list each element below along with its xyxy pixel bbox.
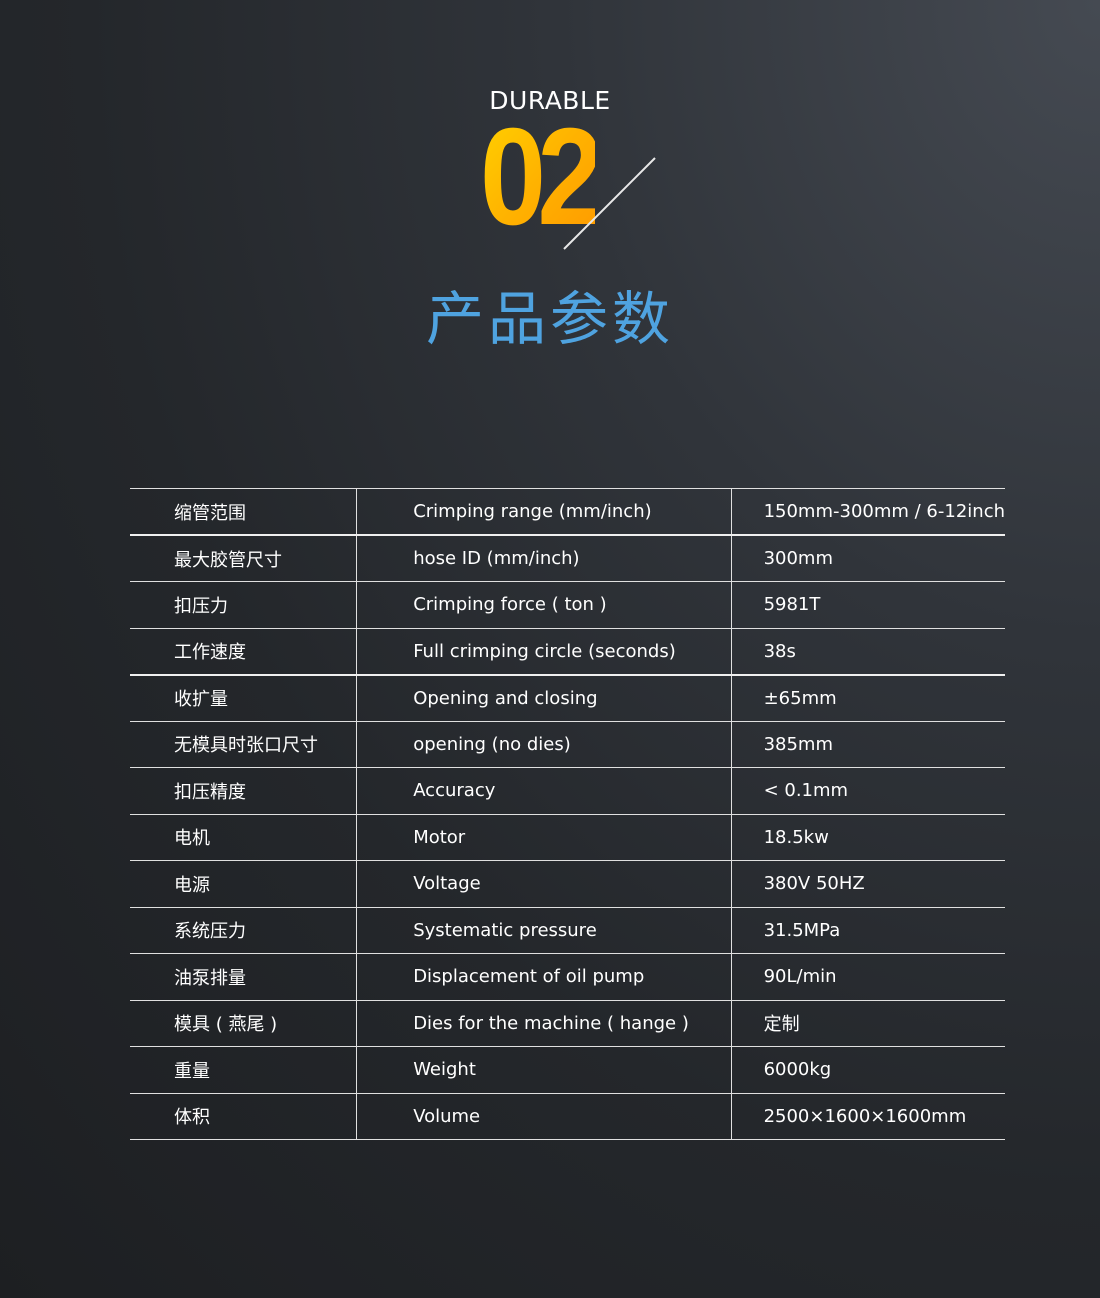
spec-name-cn: 无模具时张口尺寸	[130, 720, 357, 768]
spec-name-cn: 最大胶管尺寸	[130, 534, 357, 582]
spec-name-en: Crimping force ( ton )	[356, 581, 732, 629]
spec-value: 90L/min	[731, 953, 1005, 1001]
table-row: 扣压力 Crimping force ( ton ) 5981T	[130, 581, 1005, 629]
table-row: 油泵排量 Displacement of oil pump 90L/min	[130, 953, 1005, 1001]
table-row: 扣压精度 Accuracy < 0.1mm	[130, 767, 1005, 815]
table-row: 电源 Voltage 380V 50HZ	[130, 860, 1005, 908]
spec-value: 5981T	[731, 581, 1005, 629]
spec-table: 缩管范围 Crimping range (mm/inch) 150mm-300mm …	[130, 488, 1005, 1140]
table-row: 体积 Volume 2500×1600×1600mm	[130, 1092, 1005, 1140]
spec-value: 385mm	[731, 720, 1005, 768]
spec-name-en: Crimping range (mm/inch)	[356, 488, 732, 536]
spec-name-en: Displacement of oil pump	[356, 953, 732, 1001]
spec-value: 300mm	[731, 534, 1005, 582]
spec-value: 150mm-300mm / 6-12inch	[731, 488, 1005, 536]
spec-name-en: opening (no dies)	[356, 720, 732, 768]
spec-value: 31.5MPa	[731, 906, 1005, 954]
table-row: 最大胶管尺寸 hose ID (mm/inch) 300mm	[130, 534, 1005, 582]
spec-name-cn: 电机	[130, 813, 357, 861]
spec-name-en: Volume	[356, 1092, 732, 1140]
spec-value: 2500×1600×1600mm	[731, 1092, 1005, 1140]
spec-name-en: Weight	[356, 1046, 732, 1094]
spec-value: 6000kg	[731, 1046, 1005, 1094]
spec-name-cn: 油泵排量	[130, 953, 357, 1001]
table-row: 系统压力 Systematic pressure 31.5MPa	[130, 906, 1005, 954]
table-row: 收扩量 Opening and closing ±65mm	[130, 674, 1005, 722]
spec-name-cn: 重量	[130, 1046, 357, 1094]
table-row: 工作速度 Full crimping circle (seconds) 38s	[130, 627, 1005, 676]
table-row: 缩管范围 Crimping range (mm/inch) 150mm-300mm …	[130, 488, 1005, 536]
spec-name-cn: 工作速度	[130, 627, 357, 676]
spec-value: ±65mm	[731, 674, 1005, 722]
spec-name-cn: 电源	[130, 860, 357, 908]
slash-decoration	[563, 157, 656, 250]
spec-name-cn: 扣压精度	[130, 767, 357, 815]
table-row: 重量 Weight 6000kg	[130, 1046, 1005, 1094]
table-row: 电机 Motor 18.5kw	[130, 813, 1005, 861]
spec-name-en: Dies for the machine ( hange )	[356, 999, 732, 1047]
spec-name-cn: 收扩量	[130, 674, 357, 722]
spec-value: 380V 50HZ	[731, 860, 1005, 908]
spec-name-cn: 系统压力	[130, 906, 357, 954]
spec-name-en: Systematic pressure	[356, 906, 732, 954]
spec-name-en: Accuracy	[356, 767, 732, 815]
spec-name-en: Opening and closing	[356, 674, 732, 722]
page-title: 产品参数	[425, 285, 674, 353]
spec-name-cn: 扣压力	[130, 581, 357, 629]
spec-name-en: Full crimping circle (seconds)	[356, 627, 732, 676]
spec-name-cn: 缩管范围	[130, 488, 357, 536]
spec-name-en: hose ID (mm/inch)	[356, 534, 732, 582]
table-row: 无模具时张口尺寸 opening (no dies) 385mm	[130, 720, 1005, 768]
spec-name-en: Voltage	[356, 860, 732, 908]
spec-value: 38s	[731, 627, 1005, 676]
table-row: 模具 ( 燕尾 ) Dies for the machine ( hange ) 定…	[130, 999, 1005, 1047]
spec-name-cn: 体积	[130, 1092, 357, 1140]
spec-value: 定制	[731, 999, 1005, 1047]
spec-value: < 0.1mm	[731, 767, 1005, 815]
section-number: 02	[480, 100, 603, 254]
section-label: DURABLE	[489, 86, 611, 115]
spec-value: 18.5kw	[731, 813, 1005, 861]
spec-name-cn: 模具 ( 燕尾 )	[130, 999, 357, 1047]
spec-name-en: Motor	[356, 813, 732, 861]
